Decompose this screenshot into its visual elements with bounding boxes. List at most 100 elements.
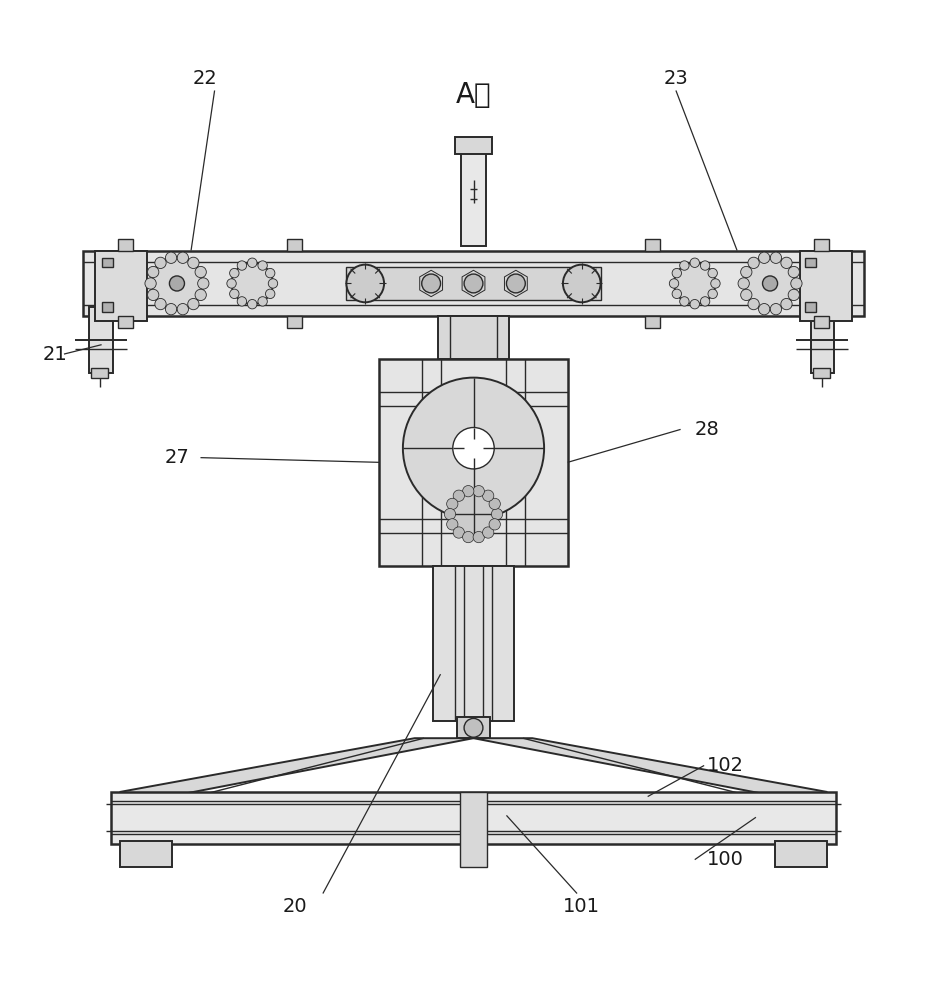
- Circle shape: [674, 263, 715, 304]
- Circle shape: [148, 289, 159, 301]
- Polygon shape: [111, 802, 168, 808]
- Bar: [101, 302, 113, 312]
- Circle shape: [227, 279, 236, 288]
- Circle shape: [188, 298, 199, 310]
- Circle shape: [748, 298, 759, 310]
- Circle shape: [759, 252, 770, 263]
- Circle shape: [701, 297, 710, 306]
- Circle shape: [759, 304, 770, 315]
- Text: 23: 23: [664, 69, 688, 88]
- Circle shape: [195, 289, 206, 301]
- Circle shape: [268, 279, 277, 288]
- Circle shape: [347, 265, 384, 302]
- Circle shape: [670, 279, 679, 288]
- Circle shape: [198, 278, 209, 289]
- Circle shape: [450, 491, 497, 538]
- Circle shape: [788, 266, 799, 278]
- Bar: [645, 316, 660, 328]
- Circle shape: [483, 490, 493, 501]
- Circle shape: [265, 268, 275, 278]
- Circle shape: [672, 268, 682, 278]
- Circle shape: [447, 519, 458, 530]
- Bar: [814, 239, 830, 251]
- Circle shape: [762, 276, 777, 291]
- Circle shape: [483, 527, 493, 538]
- Circle shape: [265, 289, 275, 299]
- Text: 22: 22: [193, 69, 218, 88]
- Circle shape: [690, 258, 700, 267]
- Circle shape: [247, 299, 257, 309]
- Circle shape: [166, 252, 177, 263]
- Circle shape: [690, 299, 700, 309]
- Circle shape: [507, 274, 526, 293]
- Circle shape: [680, 297, 689, 306]
- Bar: [814, 316, 830, 328]
- Text: 20: 20: [282, 897, 307, 916]
- Circle shape: [247, 258, 257, 267]
- Circle shape: [781, 298, 792, 310]
- Bar: [117, 239, 133, 251]
- Bar: [460, 792, 487, 867]
- Circle shape: [463, 531, 474, 543]
- Circle shape: [421, 274, 440, 293]
- Circle shape: [444, 508, 456, 520]
- Bar: [82, 251, 865, 316]
- Bar: [95, 251, 147, 321]
- Bar: [461, 152, 486, 246]
- Circle shape: [155, 257, 166, 269]
- Bar: [805, 302, 816, 312]
- Circle shape: [474, 486, 484, 497]
- Bar: [455, 137, 492, 154]
- Circle shape: [741, 266, 752, 278]
- Bar: [101, 258, 113, 267]
- Bar: [805, 258, 816, 267]
- Circle shape: [489, 519, 500, 530]
- Bar: [111, 792, 836, 844]
- Circle shape: [464, 718, 483, 737]
- Circle shape: [708, 289, 718, 299]
- Circle shape: [447, 498, 458, 510]
- Circle shape: [229, 289, 239, 299]
- Bar: [347, 267, 600, 300]
- Circle shape: [258, 297, 267, 306]
- Circle shape: [151, 257, 204, 310]
- Circle shape: [195, 266, 206, 278]
- Text: 102: 102: [707, 756, 744, 775]
- Circle shape: [738, 278, 749, 289]
- Bar: [456, 717, 491, 738]
- Circle shape: [781, 257, 792, 269]
- Circle shape: [770, 304, 781, 315]
- Circle shape: [258, 261, 267, 270]
- Text: 21: 21: [43, 345, 67, 364]
- Circle shape: [148, 266, 159, 278]
- Circle shape: [680, 261, 689, 270]
- Circle shape: [748, 257, 759, 269]
- Circle shape: [188, 257, 199, 269]
- Bar: [800, 251, 852, 321]
- Circle shape: [177, 304, 188, 315]
- Polygon shape: [474, 738, 827, 806]
- Circle shape: [145, 278, 156, 289]
- Text: 27: 27: [165, 448, 189, 467]
- Circle shape: [708, 268, 718, 278]
- Circle shape: [711, 279, 720, 288]
- Circle shape: [402, 378, 545, 519]
- Bar: [645, 239, 660, 251]
- Circle shape: [453, 428, 494, 469]
- Text: 101: 101: [563, 897, 600, 916]
- Circle shape: [229, 268, 239, 278]
- Circle shape: [464, 274, 483, 293]
- Bar: [438, 316, 509, 359]
- Circle shape: [701, 261, 710, 270]
- Circle shape: [770, 252, 781, 263]
- Polygon shape: [779, 802, 836, 808]
- Bar: [91, 368, 108, 378]
- Circle shape: [788, 289, 799, 301]
- Circle shape: [454, 527, 464, 538]
- Circle shape: [155, 298, 166, 310]
- Circle shape: [170, 276, 185, 291]
- Circle shape: [563, 265, 600, 302]
- Circle shape: [177, 252, 188, 263]
- Text: A向: A向: [456, 81, 491, 109]
- Circle shape: [743, 257, 796, 310]
